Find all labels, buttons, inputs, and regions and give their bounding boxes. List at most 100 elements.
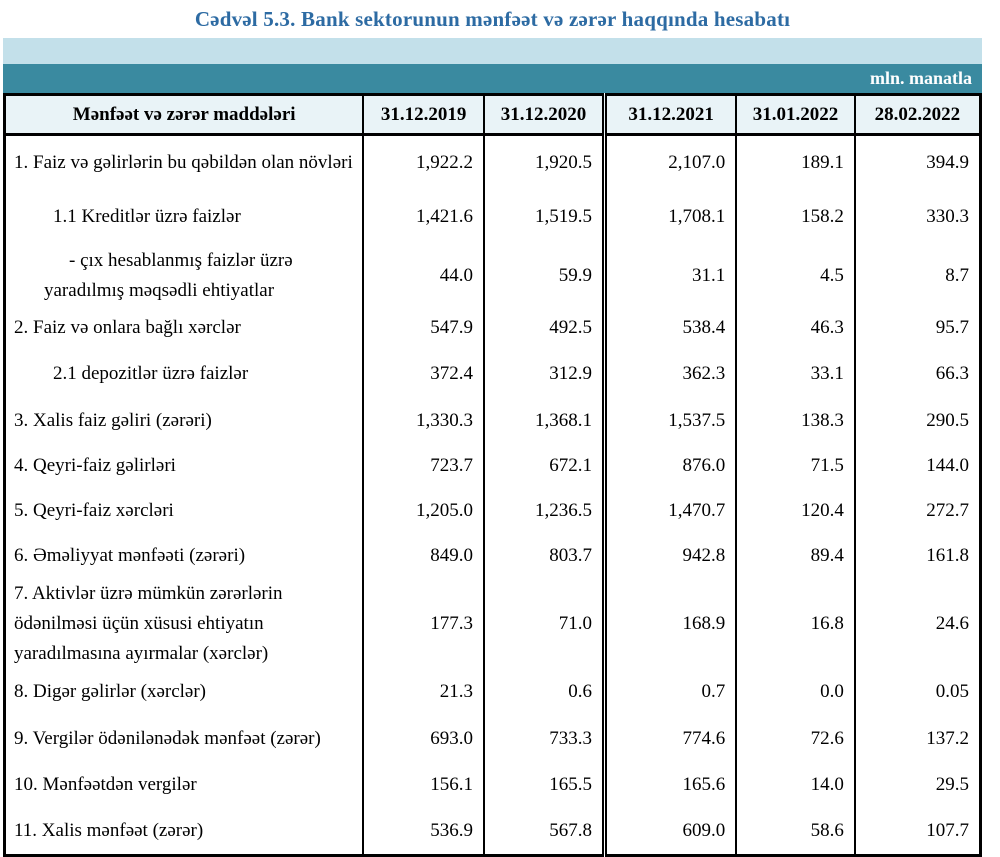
table-row: 5. Qeyri-faiz xərcləri 1,205.0 1,236.5 1,47… — [5, 488, 981, 534]
table-row: 8. Digər gəlirlər (xərclər) 21.3 0.6 0.7 0.0… — [5, 668, 981, 716]
column-header-date-1: 31.12.2019 — [362, 94, 484, 136]
value-cell: 372.4 — [362, 349, 484, 398]
table-row: 2.1 depozitlər üzrə faizlər 372.4 312.9 362… — [5, 349, 981, 398]
item-label: 1. Faiz və gəlirlərin bu qəbildən olan n… — [14, 151, 353, 173]
item-label: 9. Vergilər ödənilənədək mənfəət (zərər) — [14, 727, 321, 749]
unit-band: mln. manatla — [3, 64, 982, 93]
table-header-row: Mənfəət və zərər maddələri 31.12.2019 31… — [4, 94, 981, 136]
value-cell: 58.6 — [735, 808, 855, 856]
value-cell: 168.9 — [602, 578, 737, 669]
value-cell: 0.7 — [602, 668, 737, 716]
item-label: 7. Aktivlər üzrə mümkün zərərlərin ödəni… — [14, 582, 283, 664]
value-cell: 95.7 — [853, 306, 981, 350]
value-cell: 144.0 — [853, 443, 981, 489]
table-row: 4. Qeyri-faiz gəlirləri 723.7 672.1 876.0 71… — [5, 443, 981, 489]
value-cell: 0.6 — [482, 668, 605, 716]
value-cell: 71.0 — [482, 578, 605, 669]
table-row: 2. Faiz və onlara bağlı xərclər 547.9 492.… — [5, 306, 981, 350]
value-cell: 849.0 — [362, 533, 484, 579]
value-cell: 609.0 — [602, 808, 737, 856]
item-label: 1.1 Kreditlər üzrə faizlər — [53, 206, 241, 227]
value-cell: 547.9 — [362, 306, 484, 350]
value-cell: 774.6 — [602, 715, 737, 762]
table-row: 1. Faiz və gəlirlərin bu qəbildən olan n… — [5, 134, 981, 190]
value-cell: 8.7 — [853, 244, 981, 307]
value-cell: 1,421.6 — [362, 189, 484, 245]
value-cell: 693.0 — [362, 715, 484, 762]
value-cell: 1,920.5 — [482, 134, 605, 190]
table-row: 1.1 Kreditlər üzrə faizlər 1,421.6 1,519.5… — [5, 189, 981, 245]
value-cell: 71.5 — [735, 443, 855, 489]
value-cell: 1,708.1 — [602, 189, 737, 245]
item-label: 5. Qeyri-faiz xərcləri — [14, 500, 174, 521]
value-cell: 290.5 — [853, 397, 981, 444]
page-title: Cədvəl 5.3. Bank sektorunun mənfəət və z… — [194, 7, 791, 31]
value-cell: 44.0 — [362, 244, 484, 307]
value-cell: 0.05 — [853, 668, 981, 716]
value-cell: 312.9 — [482, 349, 605, 398]
value-cell: 362.3 — [602, 349, 737, 398]
item-label: 2. Faiz və onlara bağlı xərclər — [14, 317, 241, 338]
value-cell: 158.2 — [735, 189, 855, 245]
value-cell: 72.6 — [735, 715, 855, 762]
table-row: 7. Aktivlər üzrə mümkün zərərlərin ödəni… — [5, 578, 981, 669]
value-cell: 4.5 — [735, 244, 855, 307]
table-row: 10. Mənfəətdən vergilər 156.1 165.5 165.6 14… — [5, 761, 981, 809]
value-cell: 24.6 — [853, 578, 981, 669]
item-label: - çıx hesablanmış faizlər üzrə yaradılmı… — [44, 249, 293, 301]
column-header-date-3: 31.12.2021 — [602, 94, 737, 136]
value-cell: 14.0 — [735, 761, 855, 809]
value-cell: 733.3 — [482, 715, 605, 762]
profit-loss-table: Mənfəət və zərər maddələri 31.12.2019 31… — [3, 93, 982, 857]
column-header-items: Mənfəət və zərər maddələri — [4, 94, 364, 136]
item-label: 8. Digər gəlirlər (xərclər) — [14, 681, 207, 702]
value-cell: 89.4 — [735, 533, 855, 579]
value-cell: 672.1 — [482, 443, 605, 489]
item-label: 6. Əməliyyat mənfəəti (zərəri) — [14, 545, 246, 566]
value-cell: 803.7 — [482, 533, 605, 579]
value-cell: 723.7 — [362, 443, 484, 489]
value-cell: 21.3 — [362, 668, 484, 716]
value-cell: 59.9 — [482, 244, 605, 307]
value-cell: 942.8 — [602, 533, 737, 579]
value-cell: 1,368.1 — [482, 397, 605, 444]
value-cell: 137.2 — [853, 715, 981, 762]
item-label: 11. Xalis mənfəət (zərər) — [14, 820, 204, 842]
value-cell: 46.3 — [735, 306, 855, 350]
value-cell: 0.0 — [735, 668, 855, 716]
item-label: 3. Xalis faiz gəliri (zərəri) — [14, 409, 212, 431]
table-row: 9. Vergilər ödənilənədək mənfəət (zərər)… — [5, 715, 981, 762]
table-row: 6. Əməliyyat mənfəəti (zərəri) 849.0 803.7… — [5, 533, 981, 579]
value-cell: 66.3 — [853, 349, 981, 398]
value-cell: 138.3 — [735, 397, 855, 444]
value-cell: 272.7 — [853, 488, 981, 534]
value-cell: 567.8 — [482, 808, 605, 856]
value-cell: 1,519.5 — [482, 189, 605, 245]
value-cell: 189.1 — [735, 134, 855, 190]
table-row: - çıx hesablanmış faizlər üzrə yaradılmı… — [5, 244, 981, 307]
value-cell: 107.7 — [853, 808, 981, 856]
column-header-date-4: 31.01.2022 — [735, 94, 855, 136]
value-cell: 156.1 — [362, 761, 484, 809]
value-cell: 1,470.7 — [602, 488, 737, 534]
value-cell: 161.8 — [853, 533, 981, 579]
value-cell: 1,236.5 — [482, 488, 605, 534]
value-cell: 538.4 — [602, 306, 737, 350]
value-cell: 1,537.5 — [602, 397, 737, 444]
value-cell: 120.4 — [735, 488, 855, 534]
value-cell: 33.1 — [735, 349, 855, 398]
value-cell: 2,107.0 — [602, 134, 737, 190]
item-label: 4. Qeyri-faiz gəlirləri — [14, 455, 176, 476]
value-cell: 330.3 — [853, 189, 981, 245]
value-cell: 394.9 — [853, 134, 981, 190]
value-cell: 1,205.0 — [362, 488, 484, 534]
value-cell: 165.5 — [482, 761, 605, 809]
value-cell: 876.0 — [602, 443, 737, 489]
table-row: 11. Xalis mənfəət (zərər) 536.9 567.8 609.0… — [5, 808, 981, 856]
column-header-date-2: 31.12.2020 — [482, 94, 605, 136]
column-header-date-5: 28.02.2022 — [853, 94, 981, 136]
table-row: 3. Xalis faiz gəliri (zərəri) 1,330.3 1,36… — [5, 397, 981, 444]
value-cell: 492.5 — [482, 306, 605, 350]
item-label: 2.1 depozitlər üzrə faizlər — [53, 362, 249, 384]
